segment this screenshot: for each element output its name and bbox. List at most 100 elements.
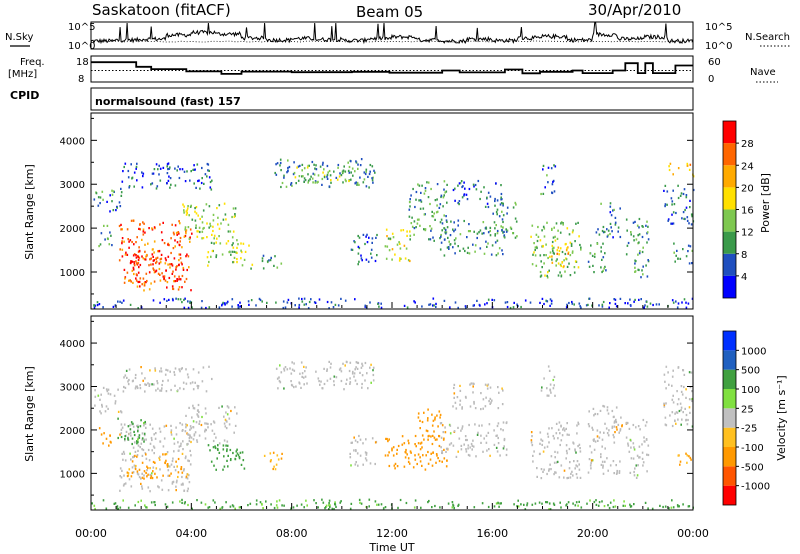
power-cell (369, 170, 371, 173)
power-cell (545, 299, 547, 302)
velocity-cell (145, 471, 147, 475)
power-cell (240, 257, 242, 260)
velocity-cell (351, 441, 353, 444)
velocity-cell (143, 432, 146, 435)
velocity-cell (189, 425, 192, 428)
power-cell (429, 238, 432, 241)
velocity-cell (175, 426, 177, 429)
power-cell (141, 238, 143, 241)
velocity-cell (388, 464, 391, 468)
velocity-cell (191, 381, 194, 384)
power-cell (142, 228, 145, 231)
power-cell (687, 250, 689, 253)
power-cell (400, 257, 402, 260)
power-cell (565, 258, 568, 261)
power-cell (545, 254, 547, 257)
y-tick-label: 3000 (60, 383, 85, 394)
velocity-cell (680, 406, 683, 409)
power-cell (231, 250, 234, 253)
velocity-cell (187, 459, 189, 462)
power-cell (232, 261, 234, 264)
power-cell (159, 301, 161, 304)
power-cell (544, 274, 546, 277)
velocity-cell (456, 396, 459, 399)
power-cell (171, 297, 174, 301)
velocity-cell (575, 473, 578, 476)
velocity-cell (488, 423, 491, 426)
velocity-cell (200, 501, 203, 504)
power-cell (563, 265, 565, 268)
velocity-cell (137, 424, 139, 427)
power-cell (380, 306, 383, 309)
power-cell (358, 236, 361, 239)
power-cell (398, 259, 401, 262)
velocity-cell (343, 388, 345, 391)
velocity-cell (218, 442, 221, 445)
velocity-cell (591, 459, 594, 462)
velocity-cell (685, 419, 687, 422)
power-cell (690, 213, 693, 216)
velocity-cell (269, 460, 272, 463)
velocity-cell (558, 421, 561, 424)
power-cell (362, 233, 365, 236)
power-cell (211, 233, 213, 236)
power-scatter-data (93, 158, 695, 310)
velocity-cell (159, 389, 161, 392)
power-cell (307, 307, 310, 310)
velocity-cell (469, 446, 471, 449)
velocity-cell (212, 439, 215, 443)
velocity-cell (349, 381, 352, 384)
velocity-cell (543, 468, 545, 471)
power-cell (142, 175, 144, 178)
power-cell (121, 248, 124, 251)
power-cell (670, 197, 673, 200)
power-cell (344, 178, 347, 181)
power-cell (152, 299, 155, 302)
velocity-cell (498, 505, 500, 508)
velocity-cell (360, 366, 363, 369)
velocity-cell (686, 423, 689, 426)
power-cell (334, 303, 337, 306)
power-cell (435, 305, 437, 308)
power-cell (418, 218, 420, 221)
velocity-cell (438, 434, 440, 438)
velocity-cell (272, 451, 275, 454)
power-colorbar-swatch (723, 187, 736, 210)
velocity-cell (149, 467, 151, 470)
power-cell (479, 229, 482, 232)
power-cell (310, 298, 312, 301)
power-cell (688, 262, 691, 265)
power-cell (398, 241, 400, 244)
power-cell (501, 229, 503, 232)
velocity-cell (345, 382, 347, 385)
power-cell (189, 301, 191, 304)
velocity-cell (634, 467, 636, 470)
power-cell (419, 224, 421, 227)
power-cell (187, 306, 190, 309)
velocity-cell (455, 407, 458, 410)
velocity-cell (642, 461, 645, 464)
power-cell (647, 259, 649, 262)
power-cell (195, 206, 198, 209)
power-cell (116, 206, 118, 209)
power-cell (440, 194, 443, 197)
velocity-cell (453, 396, 455, 399)
power-cell (312, 181, 314, 184)
velocity-cell (194, 381, 196, 384)
power-cell (675, 211, 677, 215)
velocity-cell (607, 412, 610, 415)
velocity-cell (161, 387, 163, 390)
power-cell (506, 305, 509, 309)
velocity-cell (530, 439, 533, 442)
velocity-cell (480, 441, 482, 444)
velocity-cell (432, 451, 434, 454)
velocity-cell (578, 443, 581, 446)
velocity-cell (99, 410, 101, 413)
power-cell (400, 229, 402, 232)
velocity-cell (480, 434, 482, 437)
velocity-ylabel: Slant Range [km] (23, 366, 36, 462)
velocity-cell (334, 502, 336, 506)
velocity-cell (503, 445, 505, 448)
velocity-cell (157, 485, 159, 488)
power-cell (234, 207, 237, 210)
